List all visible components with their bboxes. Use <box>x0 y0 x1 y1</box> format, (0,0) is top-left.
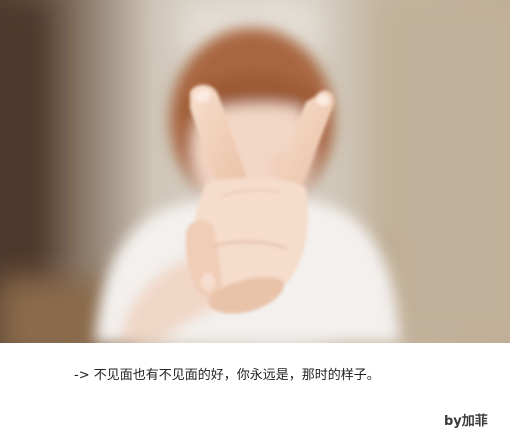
signature-text: by加菲 <box>444 414 488 429</box>
v-sign-photo <box>0 0 510 343</box>
caption-text: -> 不见面也有不见面的好，你永远是，那时的样子。 <box>74 368 380 383</box>
